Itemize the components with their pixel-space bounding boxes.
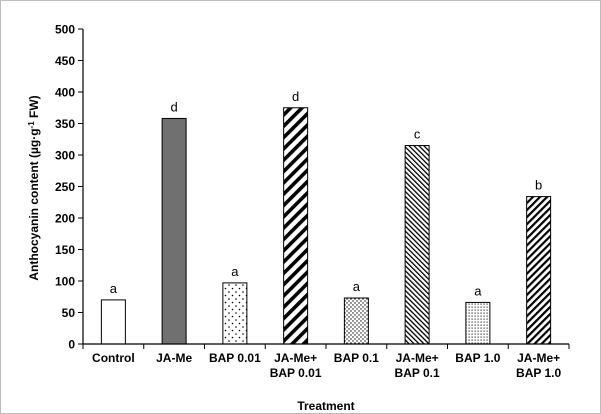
y-axis-title: Anthocyanin content (µg·g-1 FW) xyxy=(27,95,41,280)
bar xyxy=(526,196,552,345)
significance-letter: a xyxy=(231,264,239,279)
significance-letter: a xyxy=(353,279,361,294)
x-tick-label: JA-Me xyxy=(156,351,192,365)
y-axis-title-end: FW) xyxy=(27,95,41,121)
significance-letter: c xyxy=(414,127,421,142)
x-tick-label: BAP 0.1 xyxy=(395,366,440,380)
significance-letter: d xyxy=(171,99,178,114)
y-tick-label: 50 xyxy=(62,306,76,320)
y-tick-label: 400 xyxy=(55,86,75,100)
y-tick-label: 300 xyxy=(55,149,75,163)
y-tick-label: 0 xyxy=(68,338,75,352)
x-axis-title: Treatment xyxy=(297,399,354,413)
x-tick-label: JA-Me+ xyxy=(517,351,560,365)
x-tick-label: Control xyxy=(92,351,135,365)
significance-letter: d xyxy=(292,89,299,104)
y-tick-label: 500 xyxy=(55,23,75,37)
y-axis-ticks: 0 50 100 150 200 250 300 350 400 450 500 xyxy=(55,23,83,352)
y-tick-label: 150 xyxy=(55,243,75,257)
bar xyxy=(465,301,491,345)
y-tick-label: 350 xyxy=(55,117,75,131)
y-axis-title-superscript: -1 xyxy=(27,121,36,129)
significance-letters: a d a d a c a b xyxy=(110,89,542,299)
bar xyxy=(100,299,126,345)
x-tick-label: BAP 0.01 xyxy=(209,351,261,365)
bar xyxy=(404,145,430,345)
y-tick-label: 250 xyxy=(55,180,75,194)
significance-letter: b xyxy=(535,178,542,193)
bar xyxy=(343,297,369,345)
x-tick-label: BAP 0.1 xyxy=(334,351,379,365)
significance-letter: a xyxy=(474,283,482,298)
x-tick-label: JA-Me+ xyxy=(274,351,317,365)
bar xyxy=(161,117,187,345)
x-tick-label: BAP 1.0 xyxy=(455,351,500,365)
y-tick-label: 200 xyxy=(55,212,75,226)
bars xyxy=(100,107,552,345)
x-tick-label: BAP 1.0 xyxy=(516,366,561,380)
bar xyxy=(222,282,248,345)
bar xyxy=(283,107,309,345)
x-tick-label: BAP 0.01 xyxy=(270,366,322,380)
significance-letter: a xyxy=(110,281,118,296)
x-tick-label: JA-Me+ xyxy=(396,351,439,365)
y-tick-label: 100 xyxy=(55,275,75,289)
y-tick-label: 450 xyxy=(55,54,75,68)
y-axis-title-main: Anthocyanin content (µg·g xyxy=(27,128,41,280)
